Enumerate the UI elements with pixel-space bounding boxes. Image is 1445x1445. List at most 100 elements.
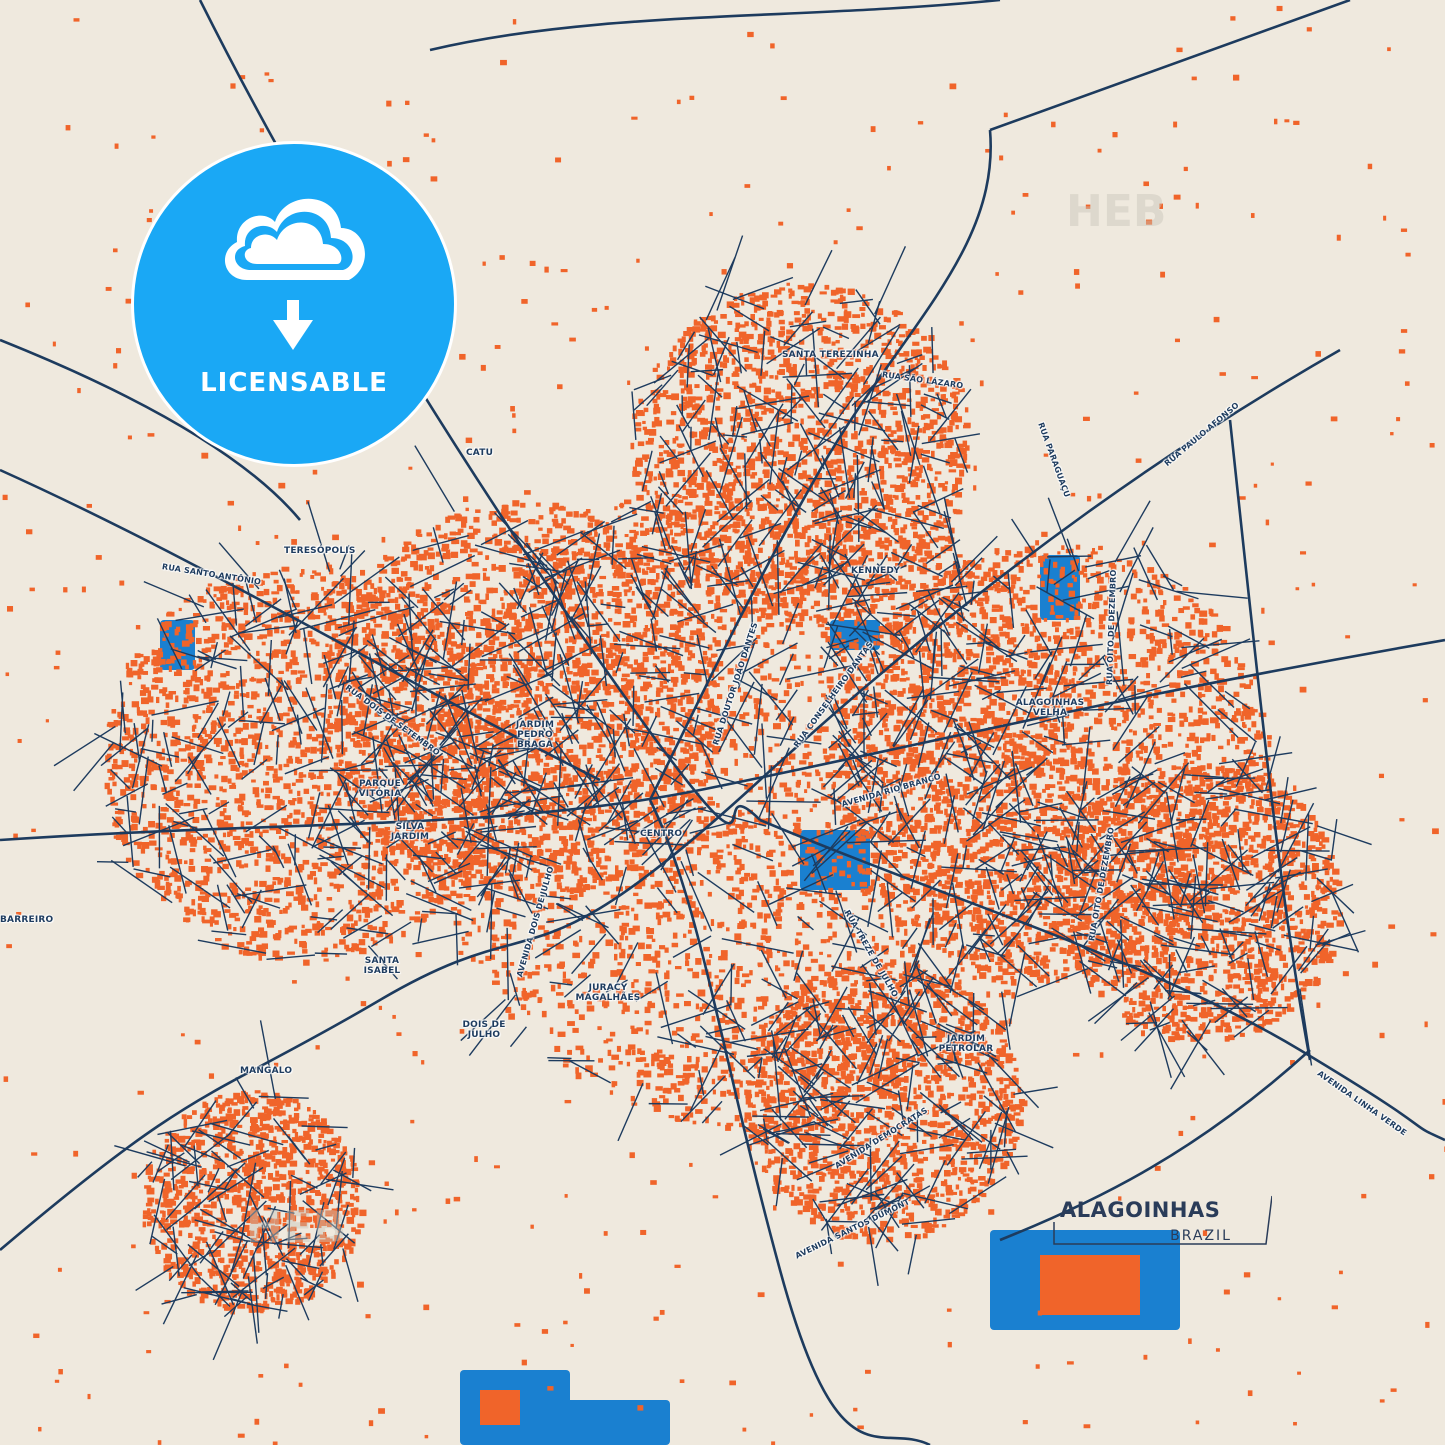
building <box>667 1088 672 1094</box>
building <box>547 582 552 586</box>
building <box>1008 941 1015 947</box>
building <box>598 809 605 815</box>
building <box>550 553 557 560</box>
building <box>741 721 749 727</box>
building <box>482 568 488 572</box>
building <box>688 744 694 750</box>
building <box>567 773 571 777</box>
building <box>889 801 894 805</box>
building <box>958 743 964 748</box>
building <box>455 871 463 878</box>
building <box>554 514 558 519</box>
building <box>336 748 341 753</box>
building <box>897 1077 905 1083</box>
building <box>426 584 432 590</box>
building <box>645 706 652 711</box>
building <box>668 568 675 572</box>
building <box>439 602 447 608</box>
building <box>1012 811 1018 816</box>
building <box>578 973 584 979</box>
building <box>741 839 748 843</box>
building <box>663 753 667 757</box>
building <box>561 810 567 814</box>
building <box>599 788 606 794</box>
building <box>1077 761 1083 767</box>
building <box>337 669 346 674</box>
building <box>313 877 318 885</box>
building <box>437 865 441 872</box>
building <box>962 560 967 567</box>
building <box>617 608 622 615</box>
building <box>454 875 458 880</box>
building <box>642 775 646 782</box>
building <box>556 882 562 890</box>
building <box>712 1058 718 1065</box>
building <box>234 645 241 650</box>
building <box>391 567 399 574</box>
building <box>556 558 561 562</box>
building <box>953 681 960 685</box>
building <box>842 748 849 755</box>
building <box>709 563 718 570</box>
building <box>512 500 520 507</box>
building <box>427 619 435 626</box>
building <box>685 1107 693 1112</box>
building <box>600 633 609 637</box>
building <box>382 750 387 758</box>
building <box>578 1014 585 1021</box>
building <box>631 990 639 995</box>
building <box>489 628 495 635</box>
building <box>761 900 770 907</box>
building <box>358 613 365 619</box>
building <box>156 696 160 704</box>
building <box>542 538 549 545</box>
building <box>448 750 454 754</box>
building <box>623 656 630 662</box>
building <box>1048 685 1052 691</box>
building <box>763 1022 768 1028</box>
building <box>677 499 684 504</box>
building <box>713 483 721 489</box>
building <box>646 566 650 571</box>
building <box>529 575 536 582</box>
building <box>631 982 635 989</box>
building <box>697 847 702 851</box>
building <box>822 748 828 754</box>
building <box>708 713 712 718</box>
building <box>451 747 458 755</box>
building <box>589 767 595 773</box>
building <box>662 685 669 689</box>
building <box>374 604 379 609</box>
building <box>680 1044 685 1048</box>
building <box>636 778 641 784</box>
building <box>356 810 361 817</box>
building <box>735 870 741 875</box>
building <box>688 607 694 611</box>
building <box>1081 843 1090 850</box>
building <box>500 722 504 729</box>
building <box>616 592 620 599</box>
building <box>601 640 606 648</box>
building <box>518 628 525 633</box>
building <box>792 829 801 836</box>
building <box>666 824 674 828</box>
building <box>886 826 891 833</box>
building <box>677 1081 685 1086</box>
building <box>581 972 586 979</box>
building <box>165 693 173 700</box>
building <box>983 879 991 885</box>
building <box>356 610 364 615</box>
building <box>927 653 934 660</box>
building <box>767 504 775 509</box>
building <box>577 666 583 672</box>
building <box>838 963 842 969</box>
building <box>696 816 702 823</box>
building <box>852 728 858 734</box>
building <box>683 750 690 754</box>
building <box>463 596 470 601</box>
building <box>686 800 692 807</box>
building <box>265 771 270 776</box>
building <box>777 713 785 719</box>
building <box>462 737 466 744</box>
